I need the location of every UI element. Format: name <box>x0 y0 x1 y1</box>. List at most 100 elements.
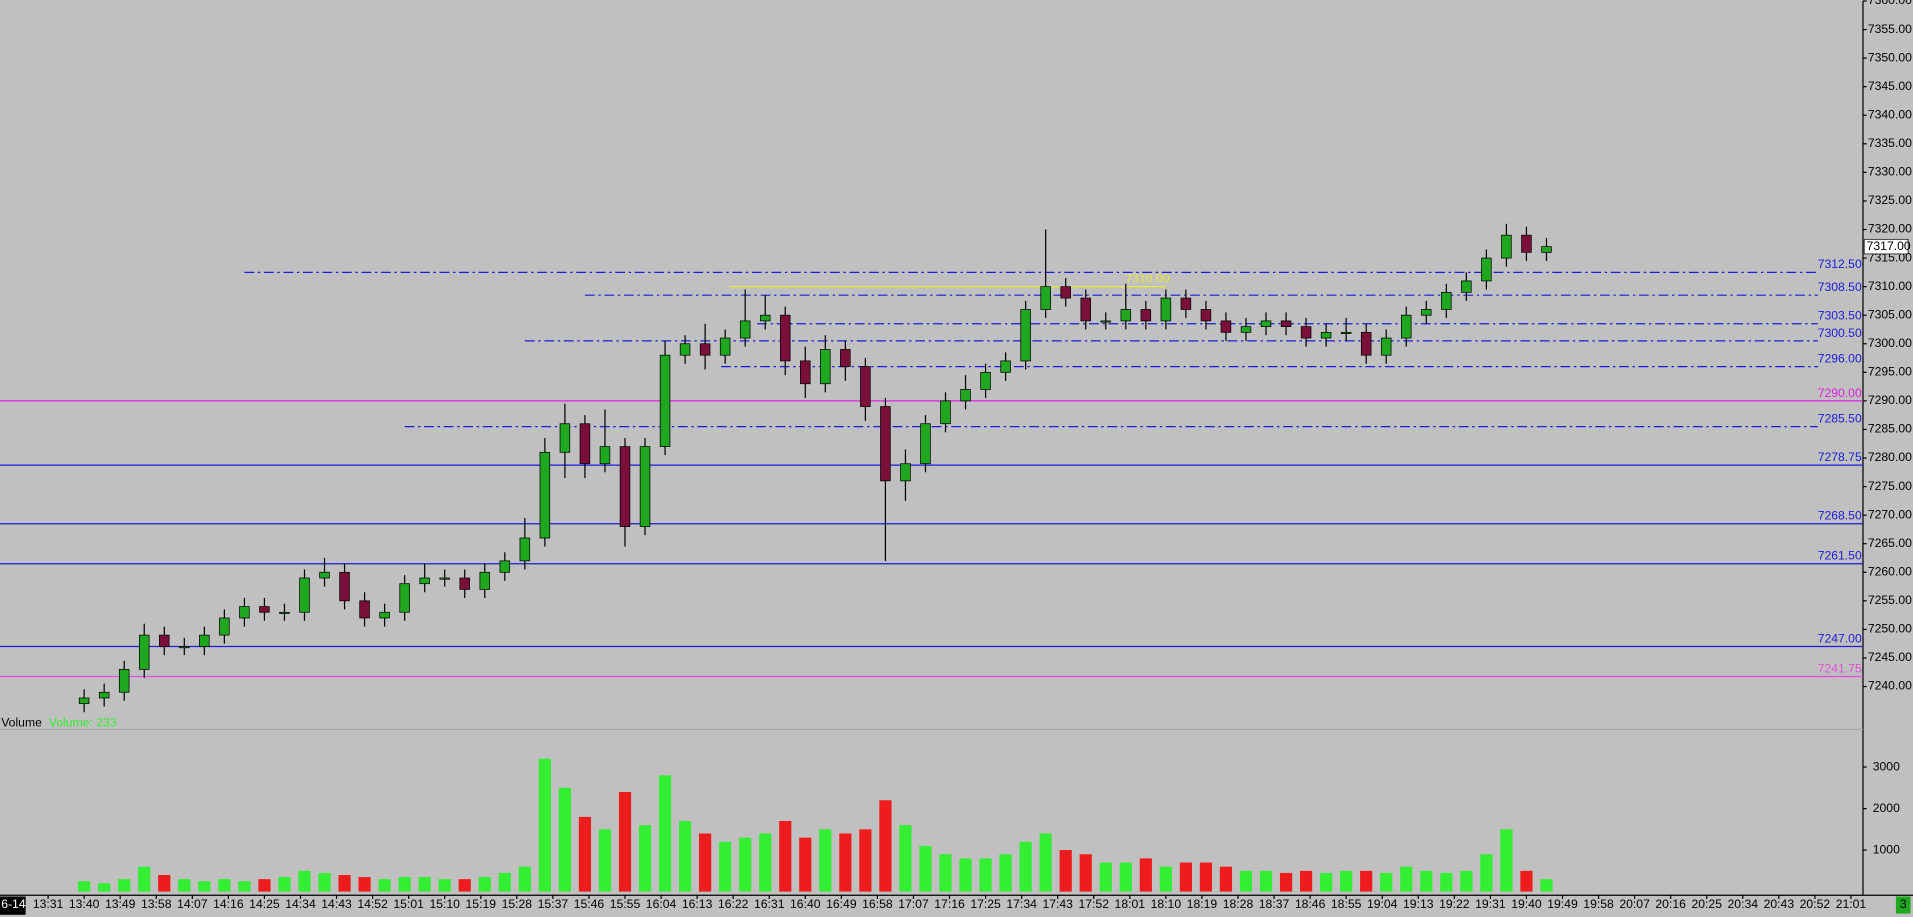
level-label: 7308.50 <box>1818 280 1862 294</box>
volume-bar <box>618 791 632 892</box>
volume-bar <box>438 879 451 892</box>
volume-bar <box>1500 829 1513 892</box>
x-tick-label: 19:49 <box>1547 897 1578 911</box>
candle-body <box>159 634 170 647</box>
volume-bar <box>518 866 531 892</box>
x-tick-label: 13:49 <box>105 897 136 911</box>
candle-body <box>1220 320 1232 333</box>
level-label: 7290.00 <box>1818 386 1862 400</box>
y-tick-label: 7350.00 <box>1868 50 1912 64</box>
candle-body <box>960 389 971 402</box>
level-label: 7303.50 <box>1818 309 1862 323</box>
volume-bar <box>1380 872 1393 892</box>
x-tick-label: 14:43 <box>321 897 352 911</box>
candle-body <box>1300 326 1312 339</box>
x-tick-label: 20:43 <box>1764 897 1795 911</box>
x-tick-label: 13:40 <box>69 897 100 911</box>
volume-bar <box>1239 870 1253 892</box>
candle-body <box>579 423 591 465</box>
candle-body <box>1260 320 1272 327</box>
candle-body <box>299 577 310 613</box>
x-tick-label: 16:40 <box>790 897 821 911</box>
volume-bar <box>1540 879 1553 892</box>
y-tick-label: 7340.00 <box>1868 107 1912 121</box>
volume-bar <box>859 829 872 892</box>
x-tick-label: 16:49 <box>826 897 857 911</box>
volume-bar <box>1039 833 1052 892</box>
x-tick-label: 17:52 <box>1078 897 1109 911</box>
y-tick-label: 7255.00 <box>1868 593 1912 607</box>
volume-bar <box>278 877 291 892</box>
volume-bar <box>98 883 111 892</box>
x-tick-label: 18:37 <box>1259 897 1290 911</box>
candle-body <box>499 560 511 573</box>
volume-bar <box>638 825 652 892</box>
candle-body <box>1140 309 1152 322</box>
volume-bar <box>418 877 431 892</box>
volume-bar <box>1420 870 1433 892</box>
volume-bar <box>558 787 572 892</box>
volume-title: Volume <box>1 715 42 729</box>
candle-body <box>1461 280 1472 293</box>
volume-bar <box>538 758 551 892</box>
x-tick-label: 14:07 <box>177 897 208 911</box>
volume-bar <box>1360 870 1373 892</box>
x-tick-label: 20:25 <box>1691 897 1722 911</box>
candle-body <box>219 617 230 636</box>
volume-bar <box>1219 866 1233 892</box>
x-tick-label: 13:58 <box>141 897 172 911</box>
candle-body <box>98 691 110 699</box>
level-label: 7278.75 <box>1818 450 1862 464</box>
x-tick-label: 21:01 <box>1836 897 1867 911</box>
volume-bar <box>198 881 211 892</box>
volume-bar <box>158 875 171 892</box>
x-tick-label: 17:16 <box>934 897 965 911</box>
y-tick-label: 7310.00 <box>1868 279 1912 293</box>
candle-body <box>759 314 771 322</box>
volume-bar <box>458 879 471 892</box>
x-tick-label: 15:28 <box>502 897 533 911</box>
candle-body <box>239 606 250 619</box>
x-tick-label: 18:55 <box>1331 897 1362 911</box>
candle-body <box>359 600 370 619</box>
volume-tick-label: 2000 <box>1873 801 1900 815</box>
candle-body <box>1521 234 1532 253</box>
candle-body <box>399 583 410 613</box>
x-tick-label: 17:07 <box>898 897 929 911</box>
volume-bar <box>1079 854 1092 892</box>
x-tick-label: 19:22 <box>1439 897 1470 911</box>
candle-body <box>1541 246 1552 253</box>
candle-body <box>459 577 470 590</box>
candle-body <box>1481 257 1492 282</box>
volume-readout: Volume: 233 <box>49 715 117 729</box>
candle-body <box>199 634 210 647</box>
candle-body <box>659 354 671 447</box>
candle-body <box>1100 320 1112 323</box>
x-tick-label: 14:25 <box>249 897 280 911</box>
volume-bar <box>138 866 151 892</box>
volume-tick-label: 3000 <box>1873 759 1900 773</box>
level-label: 7300.50 <box>1818 326 1862 340</box>
candle-body <box>980 371 991 390</box>
candle-body <box>118 669 130 693</box>
status-label: 3 <box>1900 897 1907 911</box>
volume-bar <box>999 854 1012 892</box>
y-tick-label: 7290.00 <box>1868 393 1912 407</box>
x-tick-label: 19:31 <box>1475 897 1506 911</box>
volume-bar <box>799 837 812 892</box>
y-tick-label: 7325.00 <box>1868 193 1912 207</box>
candle-body <box>920 423 931 465</box>
y-tick-label: 7285.00 <box>1868 422 1912 436</box>
candle-body <box>1120 309 1132 322</box>
x-tick-label: 18:46 <box>1295 897 1326 911</box>
x-tick-label: 14:52 <box>357 897 388 911</box>
x-tick-label: 18:28 <box>1223 897 1254 911</box>
volume-bar <box>358 877 371 892</box>
level-label: 7247.00 <box>1818 631 1862 645</box>
date-label: 6-14 <box>1 897 26 911</box>
y-tick-label: 7250.00 <box>1868 622 1912 636</box>
volume-bar <box>1400 866 1413 892</box>
volume-tick-label: 1000 <box>1873 842 1900 856</box>
volume-bar <box>1480 854 1493 892</box>
